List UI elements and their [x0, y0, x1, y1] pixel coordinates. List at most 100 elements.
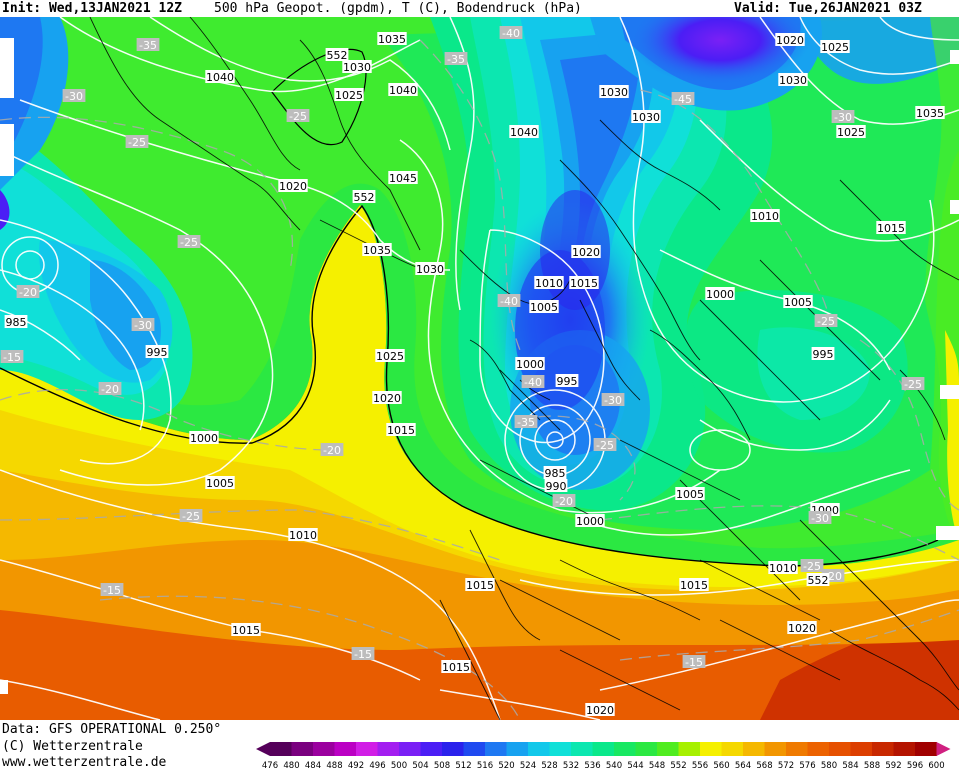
svg-text:1015: 1015 [680, 579, 708, 592]
geopotential-fill [0, 17, 959, 720]
isobar-label: 1020 [372, 391, 402, 405]
legend-level-label: 488 [326, 761, 342, 770]
legend-swatch [743, 742, 765, 756]
map-header: Init: Wed,13JAN2021 12Z 500 hPa Geopot. … [0, 0, 959, 17]
svg-text:1015: 1015 [387, 424, 415, 437]
svg-text:-25: -25 [904, 378, 922, 391]
isobar-label: 1010 [288, 528, 318, 542]
svg-text:1015: 1015 [442, 661, 470, 674]
legend-level-label: 596 [907, 761, 923, 770]
legend-level-label: 500 [391, 761, 407, 770]
legend-swatch [420, 742, 443, 756]
isobar-label: 1040 [388, 83, 418, 97]
legend-level-label: 592 [885, 761, 901, 770]
isotherm-label: -20 [16, 285, 40, 299]
geopot-552-line-north [271, 48, 367, 146]
svg-text:-35: -35 [447, 53, 465, 66]
svg-text:1010: 1010 [289, 529, 317, 542]
svg-text:1015: 1015 [232, 624, 260, 637]
legend-level-label: 528 [541, 761, 557, 770]
svg-text:1005: 1005 [530, 301, 558, 314]
pressure-labels: 1035 1040 1030 1025 1040 1040 1045 1020 1035 1030… [4, 32, 945, 717]
svg-text:552: 552 [808, 574, 829, 587]
legend-swatch [506, 742, 529, 756]
svg-text:1040: 1040 [510, 126, 538, 139]
legend-level-label: 580 [821, 761, 837, 770]
isobar-label: 1010 [750, 209, 780, 223]
legend-swatch [313, 742, 335, 756]
isobar-label: 995 [811, 347, 835, 361]
isobar-label: 1025 [836, 125, 866, 139]
svg-text:-30: -30 [65, 90, 83, 103]
isotherm-label: -35 [514, 415, 538, 429]
svg-text:1010: 1010 [535, 277, 563, 290]
isotherm-label: -30 [601, 393, 625, 407]
svg-text:1000: 1000 [706, 288, 734, 301]
isobar-label: 1015 [441, 660, 471, 674]
legend-swatch [356, 742, 378, 756]
svg-text:1010: 1010 [769, 562, 797, 575]
legend-swatch [678, 742, 701, 756]
isobar-label: 985 [4, 315, 28, 329]
svg-text:-35: -35 [517, 416, 535, 429]
isobar-label: 1005 [205, 476, 235, 490]
isobar-label: 1015 [876, 221, 906, 235]
legend-swatch [850, 742, 873, 756]
svg-text:-40: -40 [500, 295, 518, 308]
isotherm-label: -40 [497, 294, 521, 308]
isobar-label: 1040 [205, 70, 235, 84]
svg-text:1015: 1015 [877, 222, 905, 235]
legend-swatch [764, 742, 787, 756]
isobar-label: 1005 [675, 487, 705, 501]
legend-level-label: 516 [477, 761, 493, 770]
isotherm-label: -20 [98, 382, 122, 396]
legend-level-label: 536 [584, 761, 600, 770]
svg-text:552: 552 [354, 191, 375, 204]
svg-text:985: 985 [545, 467, 566, 480]
svg-text:-20: -20 [323, 444, 341, 457]
isobar-label: 1030 [778, 73, 808, 87]
left-edge-labels [0, 38, 959, 694]
svg-text:-20: -20 [19, 286, 37, 299]
svg-text:1025: 1025 [335, 89, 363, 102]
legend-swatch [549, 742, 572, 756]
legend-level-label: 568 [756, 761, 772, 770]
isobar-label: 1045 [388, 171, 418, 185]
svg-text:-20: -20 [101, 383, 119, 396]
svg-text:1020: 1020 [586, 704, 614, 717]
isobar-label: 995 [145, 345, 169, 359]
legend-level-label: 584 [842, 761, 858, 770]
svg-text:1025: 1025 [821, 41, 849, 54]
svg-text:1005: 1005 [676, 488, 704, 501]
isotherm-label: -20 [320, 443, 344, 457]
svg-text:1020: 1020 [572, 246, 600, 259]
isotherm-label: -30 [808, 511, 832, 525]
isobar-label: 1025 [375, 349, 405, 363]
website-link[interactable]: www.wetterzentrale.de [2, 755, 167, 770]
isotherm-label: -25 [125, 135, 149, 149]
legend-level-label: 540 [606, 761, 622, 770]
legend-level-label: 552 [670, 761, 686, 770]
svg-text:-30: -30 [604, 394, 622, 407]
legend-swatch [786, 742, 808, 756]
legend-level-label: 556 [692, 761, 708, 770]
isotherm-label: -15 [100, 583, 124, 597]
svg-text:-30: -30 [811, 512, 829, 525]
isobar-label: 1035 [377, 32, 407, 46]
legend-level-label: 564 [735, 761, 751, 770]
legend-swatch [700, 742, 722, 756]
isotherm-label: -35 [444, 52, 468, 66]
isobar-label: 1010 [768, 561, 798, 575]
isobar-label: 1020 [787, 621, 817, 635]
legend-swatch [829, 742, 851, 756]
init-time: Init: Wed,13JAN2021 12Z [2, 1, 183, 16]
svg-text:1000: 1000 [190, 432, 218, 445]
legend-level-label: 480 [283, 761, 299, 770]
svg-text:995: 995 [813, 348, 834, 361]
svg-text:-15: -15 [3, 351, 21, 364]
isobar-label: 1005 [783, 295, 813, 309]
svg-text:1020: 1020 [373, 392, 401, 405]
svg-text:-25: -25 [289, 110, 307, 123]
isotherm-label: -25 [800, 559, 824, 573]
svg-text:1040: 1040 [389, 84, 417, 97]
